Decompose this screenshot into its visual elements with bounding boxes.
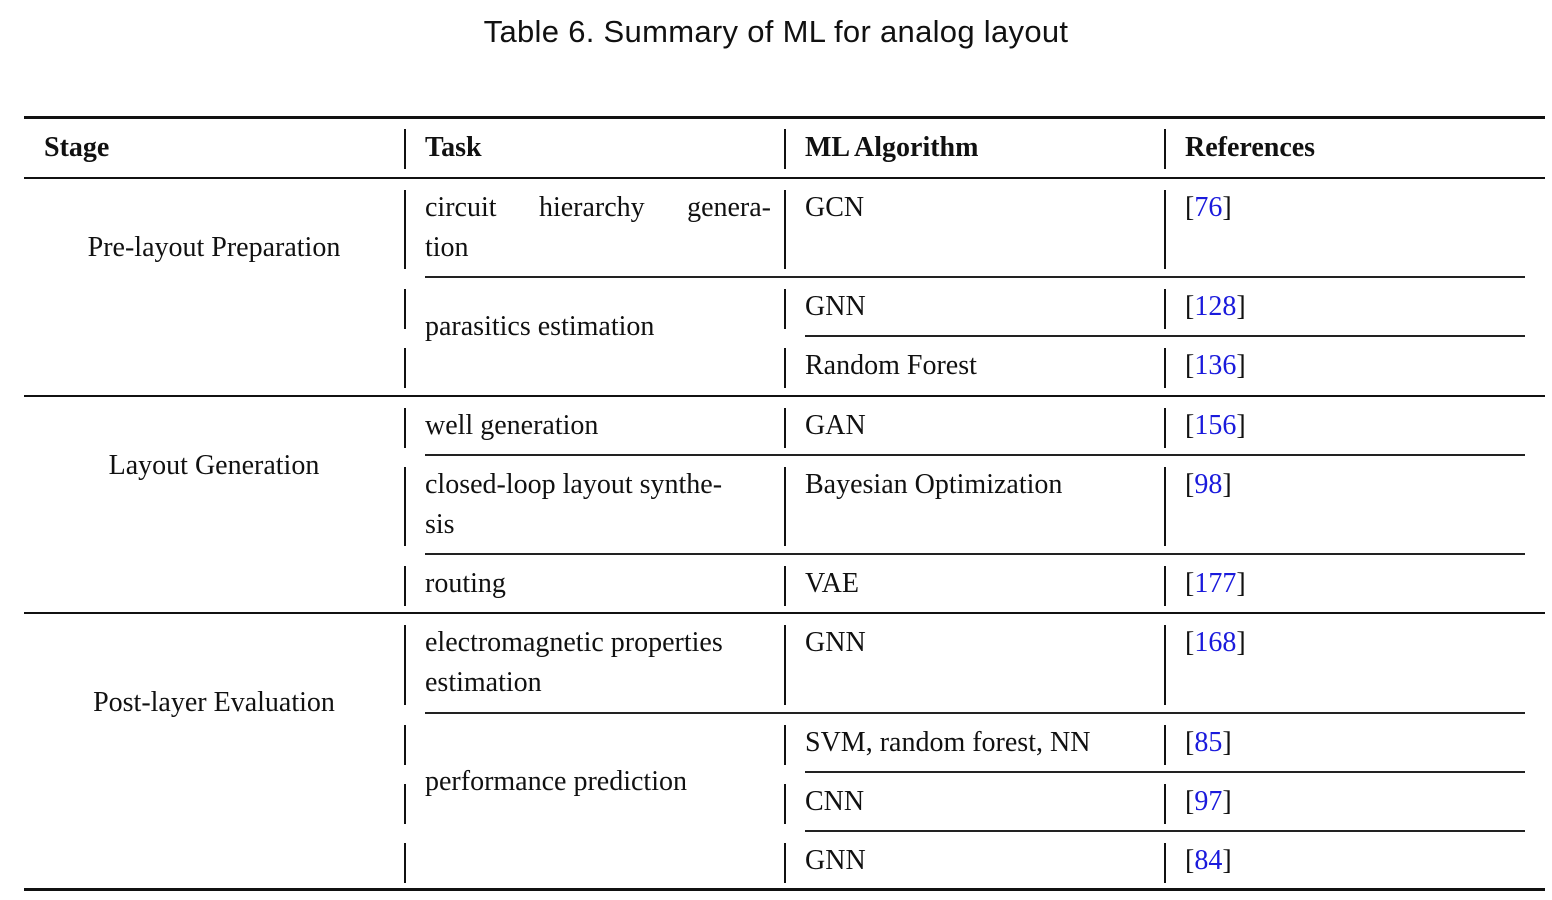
task-cell: closed-loop layout synthe- [425,469,723,500]
column-divider [1164,784,1166,824]
row-rule [805,830,1525,832]
column-divider [404,784,406,824]
algorithm-cell: GNN [805,845,866,876]
header-rule [24,177,1545,179]
column-divider [784,348,786,388]
algorithm-cell: GNN [805,291,866,322]
citation-link[interactable]: 168 [1194,627,1237,658]
top-rule [24,116,1545,119]
column-divider [404,289,406,329]
task-cell: tion [425,232,469,263]
row-rule [425,276,1525,278]
reference-cell: [168] [1185,627,1246,658]
stage-rule [24,395,1545,397]
header-task: Task [425,132,482,163]
reference-cell: [156] [1185,410,1246,441]
algorithm-cell: GNN [805,627,866,658]
citation-link[interactable]: 98 [1194,469,1223,500]
column-divider [404,348,406,388]
reference-cell: [97] [1185,786,1232,817]
column-divider [784,408,786,448]
column-divider [784,289,786,329]
reference-cell: [76] [1185,192,1232,223]
column-divider [784,467,786,546]
task-word: genera- [687,192,771,223]
citation-link[interactable]: 76 [1194,192,1223,223]
column-divider [404,408,406,448]
algorithm-cell: SVM, random forest, NN [805,727,1091,758]
algorithm-cell: GAN [805,410,866,441]
task-cell: sis [425,509,455,540]
column-divider [404,566,406,606]
task-word: hierarchy [538,192,645,223]
column-divider [784,190,786,269]
header-ml-algorithm: ML Algorithm [805,132,979,163]
column-divider [1164,843,1166,883]
table-caption: Table 6. Summary of ML for analog layout [483,14,1069,49]
row-rule [425,454,1525,456]
task-cell: performance prediction [425,766,687,797]
stage-pre-layout: Pre-layout Preparation [87,232,341,263]
row-rule [425,553,1525,555]
citation-link[interactable]: 177 [1194,568,1237,599]
row-rule [805,771,1525,773]
column-divider [784,625,786,705]
task-cell: routing [425,568,506,599]
citation-link[interactable]: 136 [1194,350,1237,381]
column-divider [404,725,406,765]
column-divider [1164,467,1166,546]
task-cell: well generation [425,410,599,441]
row-rule [425,712,1525,714]
column-divider [404,190,406,269]
row-rule [805,335,1525,337]
reference-cell: [177] [1185,568,1246,599]
task-cell: electromagnetic properties [425,627,723,658]
task-word: circuit [425,192,497,223]
column-divider [1164,129,1166,169]
column-divider [784,843,786,883]
header-references: References [1185,132,1316,163]
reference-cell: [98] [1185,469,1232,500]
column-divider [1164,190,1166,269]
column-divider [1164,625,1166,705]
citation-link[interactable]: 156 [1194,410,1237,441]
header-stage: Stage [44,132,110,163]
algorithm-cell: GCN [805,192,865,223]
task-cell: estimation [425,667,542,698]
column-divider [1164,725,1166,765]
task-cell: circuit hierarchy genera- [425,188,771,228]
column-divider [404,625,406,705]
citation-link[interactable]: 84 [1194,845,1223,876]
column-divider [1164,408,1166,448]
column-divider [1164,566,1166,606]
column-divider [404,843,406,883]
reference-cell: [85] [1185,727,1232,758]
column-divider [404,129,406,169]
stage-layout-generation: Layout Generation [108,450,320,481]
bottom-rule [24,888,1545,891]
column-divider [404,467,406,546]
column-divider [784,725,786,765]
citation-link[interactable]: 85 [1194,727,1223,758]
algorithm-cell: VAE [805,568,859,599]
algorithm-cell: Random Forest [805,350,977,381]
column-divider [784,566,786,606]
column-divider [784,129,786,169]
column-divider [784,784,786,824]
stage-post-layer: Post-layer Evaluation [93,687,335,718]
algorithm-cell: Bayesian Optimization [805,469,1063,500]
column-divider [1164,348,1166,388]
reference-cell: [84] [1185,845,1232,876]
stage-rule [24,612,1545,614]
column-divider [1164,289,1166,329]
reference-cell: [128] [1185,291,1246,322]
reference-cell: [136] [1185,350,1246,381]
algorithm-cell: CNN [805,786,865,817]
task-cell: parasitics estimation [425,311,655,342]
citation-link[interactable]: 128 [1194,291,1237,322]
citation-link[interactable]: 97 [1194,786,1223,817]
